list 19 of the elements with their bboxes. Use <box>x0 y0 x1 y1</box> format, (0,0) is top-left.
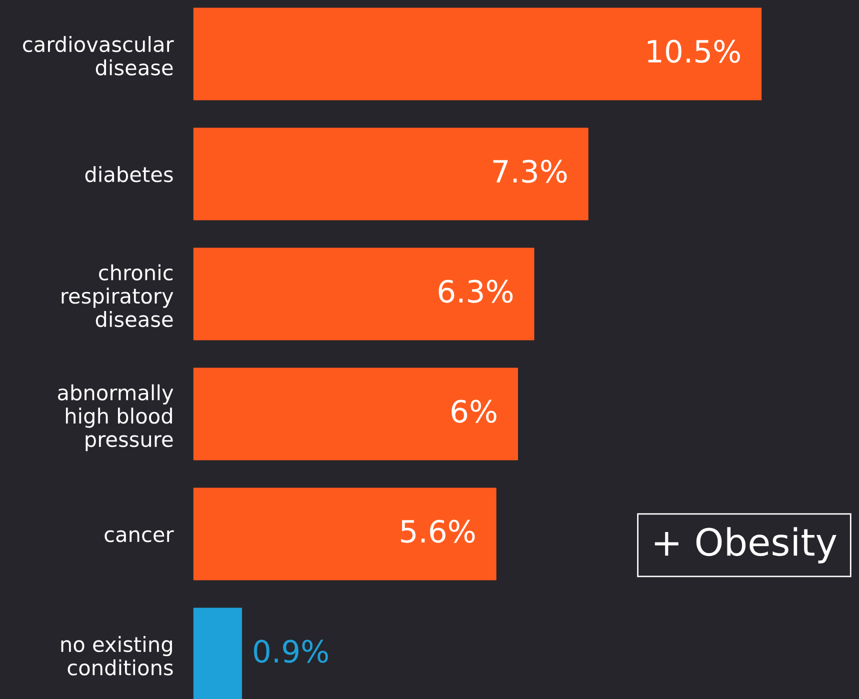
y-tick-label: cancer <box>104 530 174 542</box>
bar <box>193 8 762 100</box>
y-tick-label: no existing conditions <box>61 636 173 676</box>
data-label: 10.5% <box>648 40 740 63</box>
data-label: 5.6% <box>401 520 475 543</box>
data-label: 6% <box>452 400 496 423</box>
bar <box>193 488 496 580</box>
data-label: 7.3% <box>493 160 567 183</box>
data-label: 6.3% <box>438 280 513 303</box>
bar <box>193 248 534 340</box>
bar <box>193 368 518 460</box>
bar <box>193 128 588 220</box>
data-label: 0.9% <box>254 640 328 663</box>
annotation: + Obesity <box>654 527 836 564</box>
y-tick-label: chronic respiratory disease <box>62 264 174 328</box>
y-tick-label: diabetes <box>85 166 173 182</box>
bar <box>193 608 242 699</box>
y-tick-label: abnormally high blood pressure <box>58 384 174 452</box>
y-tick-label: cardiovascular disease <box>23 36 174 76</box>
